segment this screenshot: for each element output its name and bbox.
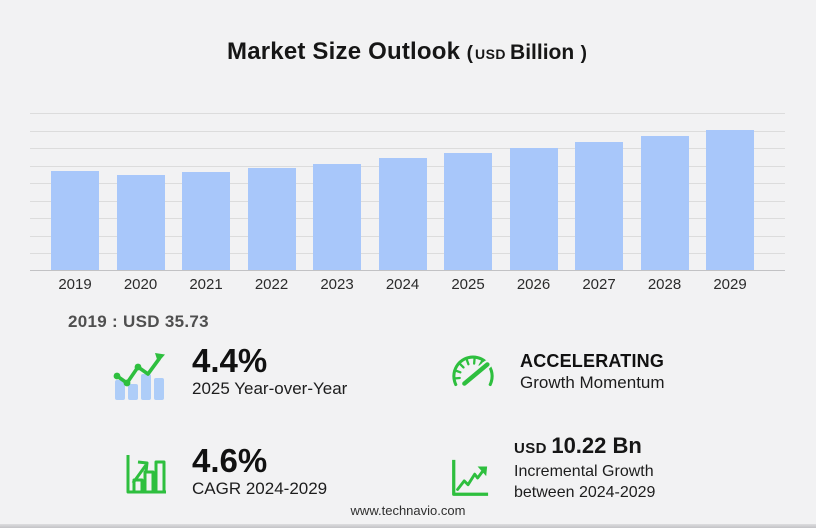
x-axis-labels: 2019 2020 2021 2022 2023 2024 2025 2026 2027 2028… bbox=[30, 276, 785, 296]
title-currency: USD bbox=[474, 46, 507, 62]
bar-2021 bbox=[182, 171, 230, 270]
incremental-currency: USD bbox=[514, 440, 547, 457]
gridline bbox=[30, 113, 785, 114]
title-unit: Billion bbox=[510, 41, 575, 64]
cagr-label: CAGR 2024-2029 bbox=[192, 479, 328, 498]
bar-2025 bbox=[444, 152, 492, 270]
stat-yoy: 4.4% 2025 Year-over-Year bbox=[112, 344, 347, 407]
stat-incremental: USD 10.22 Bn Incremental Growth between … bbox=[448, 434, 655, 505]
x-axis-label: 2024 bbox=[385, 276, 420, 293]
title-paren-close: ) bbox=[580, 43, 587, 64]
growth-bars-icon bbox=[120, 450, 170, 503]
gridline bbox=[30, 148, 785, 149]
bar-2020 bbox=[116, 175, 165, 270]
incremental-label-line2: between 2024-2029 bbox=[514, 484, 656, 501]
x-axis-label: 2022 bbox=[254, 276, 289, 293]
yoy-value: 4.4% bbox=[192, 342, 268, 379]
bar-2024 bbox=[378, 157, 427, 270]
bar-2019 bbox=[51, 171, 99, 270]
bar-2022 bbox=[247, 167, 296, 270]
yoy-label: 2025 Year-over-Year bbox=[192, 379, 348, 398]
x-axis-label: 2029 bbox=[713, 276, 747, 293]
x-axis-label: 2025 bbox=[451, 276, 485, 293]
base-year-note: 2019 : USD 35.73 bbox=[68, 312, 209, 331]
stat-cagr: 4.6% CAGR 2024-2029 bbox=[120, 444, 327, 503]
bar-2028 bbox=[640, 136, 689, 270]
bar-2029 bbox=[706, 129, 754, 270]
bottom-edge-strip bbox=[0, 524, 816, 528]
line-growth-icon bbox=[448, 456, 490, 505]
x-axis-label: 2019 bbox=[58, 276, 92, 293]
cagr-value: 4.6% bbox=[192, 442, 268, 479]
momentum-value: ACCELERATING bbox=[520, 351, 665, 371]
title-text: Market Size Outlook bbox=[227, 38, 461, 65]
incremental-value: 10.22 Bn bbox=[551, 433, 642, 458]
page-title: Market Size Outlook (USD Billion ) bbox=[0, 38, 816, 66]
x-axis-line bbox=[30, 270, 785, 271]
bar-2027 bbox=[575, 142, 623, 270]
x-axis-label: 2023 bbox=[320, 276, 354, 293]
stat-momentum: ACCELERATING Growth Momentum bbox=[448, 350, 665, 401]
plot-area bbox=[30, 113, 785, 271]
x-axis-label: 2028 bbox=[647, 276, 682, 293]
bar-2023 bbox=[313, 163, 361, 270]
x-axis-label: 2026 bbox=[516, 276, 551, 293]
gridline bbox=[30, 130, 785, 132]
momentum-label: Growth Momentum bbox=[520, 373, 665, 392]
website-url: www.technavio.com bbox=[350, 503, 466, 518]
speedometer-icon bbox=[448, 352, 498, 401]
bar-chart-trend-icon bbox=[112, 350, 168, 407]
title-paren-open: ( bbox=[466, 43, 473, 64]
x-axis-label: 2020 bbox=[123, 276, 158, 293]
x-axis-label: 2021 bbox=[189, 276, 223, 293]
x-axis-label: 2027 bbox=[582, 276, 616, 293]
incremental-value-line: USD 10.22 Bn bbox=[514, 434, 655, 461]
incremental-label-line1: Incremental Growth bbox=[514, 463, 654, 480]
bar-2026 bbox=[509, 147, 558, 270]
